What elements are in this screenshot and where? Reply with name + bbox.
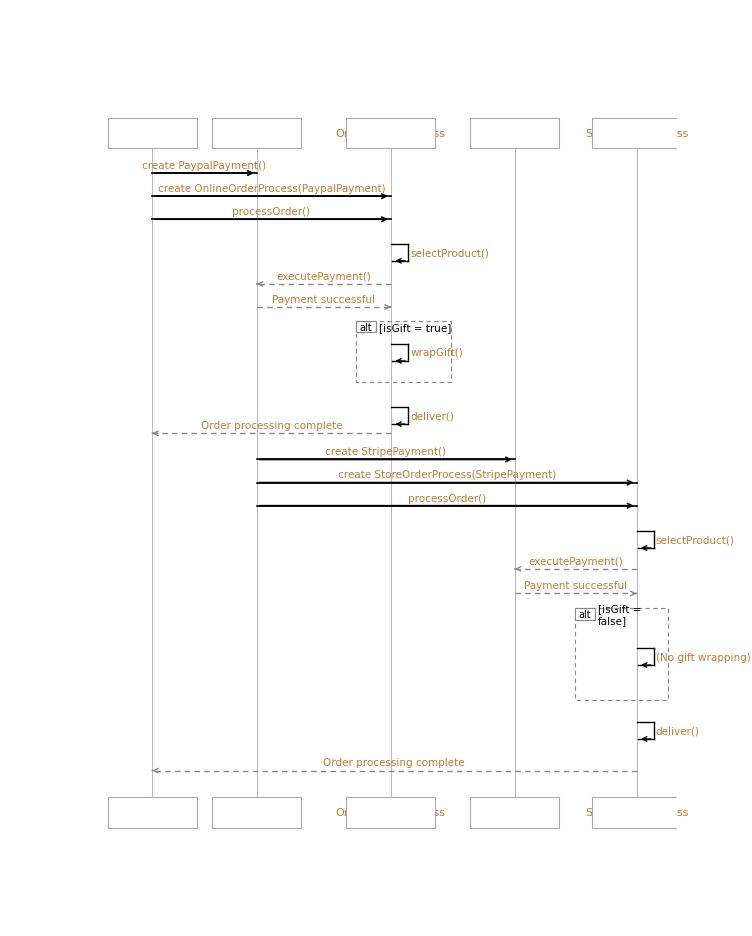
Text: Client: Client [136,129,168,139]
Text: create OnlineOrderProcess(PaypalPayment): create OnlineOrderProcess(PaypalPayment) [158,183,385,194]
Text: StoreOrderProcess: StoreOrderProcess [585,807,688,817]
FancyBboxPatch shape [470,797,559,827]
FancyBboxPatch shape [346,119,435,149]
FancyBboxPatch shape [575,608,595,620]
FancyBboxPatch shape [346,797,435,827]
Text: wrapGift(): wrapGift() [410,348,463,358]
FancyBboxPatch shape [470,119,559,149]
Text: selectProduct(): selectProduct() [410,248,489,258]
Text: processOrder(): processOrder() [232,207,311,217]
Text: Payment successful: Payment successful [523,580,627,591]
Text: deliver(): deliver() [410,411,454,421]
Text: [isGift =
false]: [isGift = false] [598,604,641,625]
Text: create PaypalPayment(): create PaypalPayment() [142,161,266,170]
Text: OnlineOrderProcess: OnlineOrderProcess [336,807,446,817]
Text: Payment successful: Payment successful [271,295,375,304]
FancyBboxPatch shape [592,797,681,827]
Text: (No gift wrapping): (No gift wrapping) [656,651,750,662]
Text: StoreOrderProcess: StoreOrderProcess [585,129,688,139]
FancyBboxPatch shape [108,119,197,149]
Text: StripePayment: StripePayment [474,129,556,139]
Text: executePayment(): executePayment() [528,556,623,566]
Text: processOrder(): processOrder() [408,493,486,503]
Text: create StripePayment(): create StripePayment() [325,446,446,457]
Text: selectProduct(): selectProduct() [656,535,735,545]
FancyBboxPatch shape [108,797,197,827]
Text: OnlineOrderProcess: OnlineOrderProcess [336,129,446,139]
Text: create StoreOrderProcess(StripePayment): create StoreOrderProcess(StripePayment) [338,470,556,480]
Text: StripePayment: StripePayment [474,807,556,817]
FancyBboxPatch shape [212,119,302,149]
Text: Client: Client [136,807,168,817]
Text: Order processing complete: Order processing complete [201,421,342,431]
Text: Order processing complete: Order processing complete [323,757,465,768]
Text: alt: alt [578,609,591,620]
Text: executePayment(): executePayment() [276,271,371,282]
Text: PaypalPayment: PaypalPayment [214,129,299,139]
FancyBboxPatch shape [592,119,681,149]
Text: alt: alt [359,322,372,332]
Text: deliver(): deliver() [656,725,700,736]
FancyBboxPatch shape [356,322,376,333]
FancyBboxPatch shape [212,797,302,827]
Text: [isGift = true]: [isGift = true] [379,322,451,332]
Text: PaypalPayment: PaypalPayment [214,807,299,817]
